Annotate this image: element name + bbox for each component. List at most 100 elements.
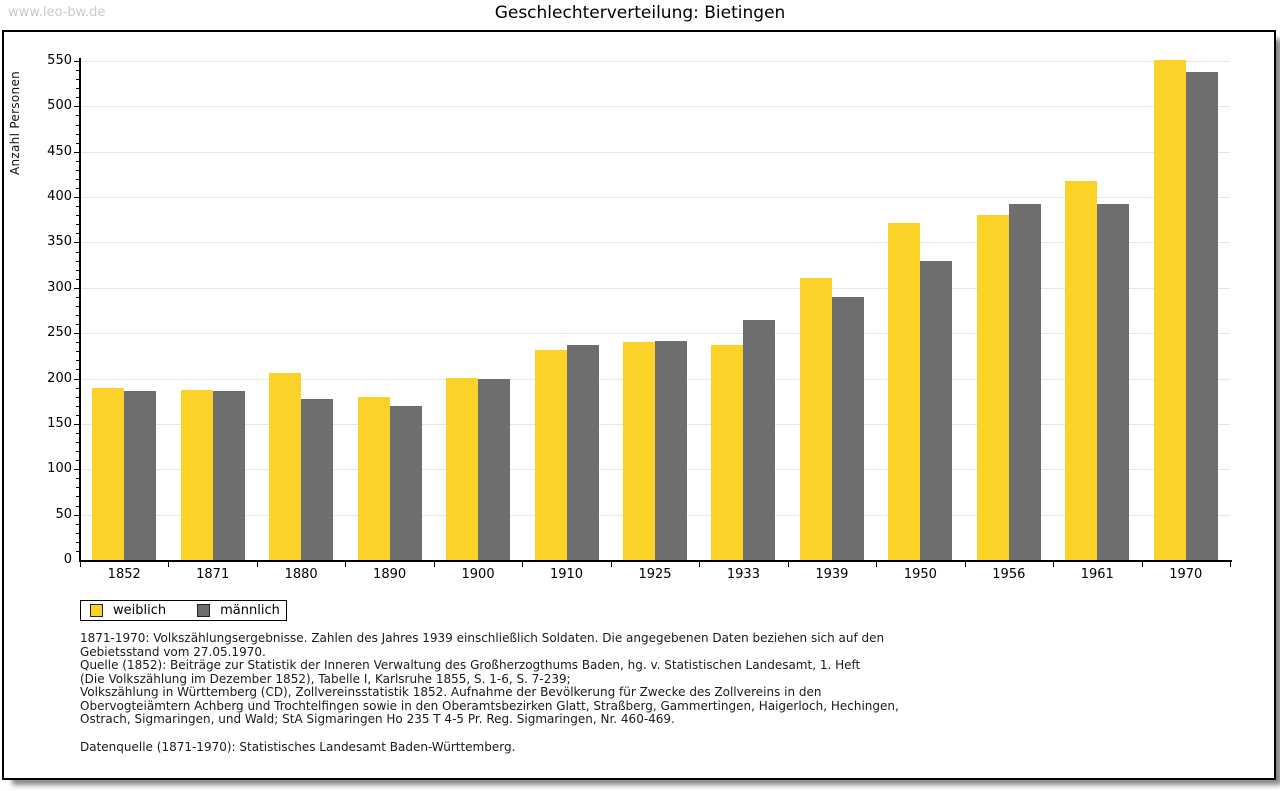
y-minor-tick bbox=[76, 414, 80, 416]
y-minor-tick bbox=[76, 532, 80, 534]
y-minor-tick bbox=[76, 178, 80, 180]
y-tick-label-0: 0 bbox=[63, 552, 72, 567]
y-major-tick bbox=[74, 106, 80, 108]
y-major-tick bbox=[74, 61, 80, 62]
x-tick-label-1890: 1890 bbox=[373, 567, 407, 582]
bar-weiblich-1890 bbox=[357, 396, 390, 560]
y-minor-tick bbox=[76, 206, 80, 208]
gridline-250 bbox=[81, 333, 1230, 335]
gridline-500 bbox=[81, 106, 1230, 108]
x-boundary-tick bbox=[256, 562, 258, 567]
y-major-tick bbox=[74, 197, 80, 199]
y-minor-tick bbox=[76, 269, 80, 271]
y-major-tick bbox=[74, 151, 80, 153]
footnote-line: Ostrach, Sigmaringen, und Wald; StA Sigm… bbox=[80, 712, 675, 726]
bar-männlich-1939 bbox=[831, 296, 864, 560]
y-minor-tick bbox=[76, 251, 80, 253]
x-tick-label-1900: 1900 bbox=[461, 567, 495, 582]
x-tick-label-1925: 1925 bbox=[638, 567, 672, 582]
bar-weiblich-1900 bbox=[446, 377, 479, 560]
site-watermark: www.leo-bw.de bbox=[8, 5, 106, 20]
y-minor-tick bbox=[76, 278, 80, 280]
x-tick-label-1871: 1871 bbox=[196, 567, 230, 582]
y-major-tick bbox=[74, 287, 80, 289]
y-minor-tick bbox=[76, 396, 80, 398]
legend-swatch-weiblich bbox=[90, 604, 103, 617]
gridline-450 bbox=[81, 151, 1230, 153]
y-minor-tick bbox=[76, 70, 80, 72]
legend-item-weiblich: weiblich bbox=[90, 603, 188, 618]
y-minor-tick bbox=[76, 523, 80, 525]
gridline-400 bbox=[81, 197, 1230, 199]
legend-swatch-maennlich bbox=[197, 604, 211, 617]
bar-männlich-1852 bbox=[124, 391, 157, 560]
bar-männlich-1880 bbox=[301, 398, 334, 560]
x-boundary-tick bbox=[1053, 562, 1055, 567]
y-minor-tick bbox=[76, 451, 80, 453]
bar-männlich-1933 bbox=[743, 320, 776, 560]
chart-legend: weiblich männlich bbox=[80, 600, 287, 621]
y-minor-tick bbox=[76, 160, 80, 162]
x-boundary-tick bbox=[699, 562, 701, 567]
y-tick-label-100: 100 bbox=[47, 461, 72, 477]
y-major-tick bbox=[74, 333, 80, 335]
x-tick-label-1956: 1956 bbox=[992, 567, 1026, 582]
y-minor-tick bbox=[76, 224, 80, 226]
bar-weiblich-1871 bbox=[180, 390, 213, 560]
footnote-line: (Die Volkszählung im Dezember 1852), Tab… bbox=[80, 671, 571, 686]
bar-männlich-1961 bbox=[1097, 204, 1130, 560]
x-boundary-tick bbox=[522, 562, 524, 567]
bar-männlich-1910 bbox=[566, 344, 599, 560]
y-minor-tick bbox=[76, 169, 80, 171]
y-tick-label-350: 350 bbox=[47, 234, 72, 250]
y-minor-tick bbox=[76, 342, 80, 344]
y-major-tick bbox=[74, 423, 80, 425]
bar-männlich-1956 bbox=[1008, 204, 1041, 560]
bar-männlich-1871 bbox=[212, 391, 245, 560]
bar-weiblich-1910 bbox=[534, 350, 567, 560]
y-minor-tick bbox=[76, 142, 80, 144]
y-minor-tick bbox=[76, 188, 80, 190]
bar-weiblich-1880 bbox=[269, 373, 302, 560]
gridline-350 bbox=[81, 242, 1230, 244]
x-tick-label-1961: 1961 bbox=[1080, 567, 1114, 582]
bar-weiblich-1939 bbox=[799, 277, 832, 560]
gridline-300 bbox=[81, 287, 1230, 289]
y-minor-tick bbox=[76, 369, 80, 371]
footnote-line: Obervogteiämtern Achberg und Trochtelfin… bbox=[80, 698, 899, 713]
x-tick-label-1852: 1852 bbox=[107, 567, 141, 582]
y-tick-label-50: 50 bbox=[55, 506, 72, 522]
y-minor-tick bbox=[76, 115, 80, 117]
x-tick-label-1933: 1933 bbox=[726, 567, 760, 582]
x-boundary-tick bbox=[345, 562, 347, 567]
y-minor-tick bbox=[76, 478, 80, 480]
bar-männlich-1970 bbox=[1185, 71, 1218, 560]
y-tick-label-250: 250 bbox=[47, 325, 72, 341]
y-tick-label-200: 200 bbox=[47, 370, 72, 386]
x-boundary-tick bbox=[433, 562, 435, 567]
y-minor-tick bbox=[76, 260, 80, 262]
x-boundary-tick bbox=[876, 562, 878, 567]
x-tick-label-1950: 1950 bbox=[903, 567, 937, 582]
bar-weiblich-1925 bbox=[623, 342, 655, 560]
legend-label-maennlich: männlich bbox=[220, 603, 280, 618]
y-minor-tick bbox=[76, 351, 80, 353]
y-axis-line bbox=[79, 58, 81, 562]
y-minor-tick bbox=[76, 315, 80, 317]
y-minor-tick bbox=[76, 360, 80, 362]
x-axis-line bbox=[79, 560, 1232, 562]
footnotes: 1871-1970: Volkszählungsergebnisse. Zahl… bbox=[80, 631, 1200, 754]
x-tick-label-1939: 1939 bbox=[815, 567, 849, 582]
y-minor-tick bbox=[76, 487, 80, 489]
y-minor-tick bbox=[76, 550, 80, 552]
bar-weiblich-1956 bbox=[976, 215, 1009, 560]
y-minor-tick bbox=[76, 97, 80, 99]
bar-männlich-1925 bbox=[655, 341, 687, 560]
y-tick-label-150: 150 bbox=[47, 415, 72, 431]
datasource-line: Datenquelle (1871-1970): Statistisches L… bbox=[80, 739, 516, 754]
y-minor-tick bbox=[76, 133, 80, 135]
y-tick-label-550: 550 bbox=[47, 53, 72, 68]
bar-männlich-1950 bbox=[920, 260, 953, 560]
bar-weiblich-1852 bbox=[92, 387, 125, 560]
